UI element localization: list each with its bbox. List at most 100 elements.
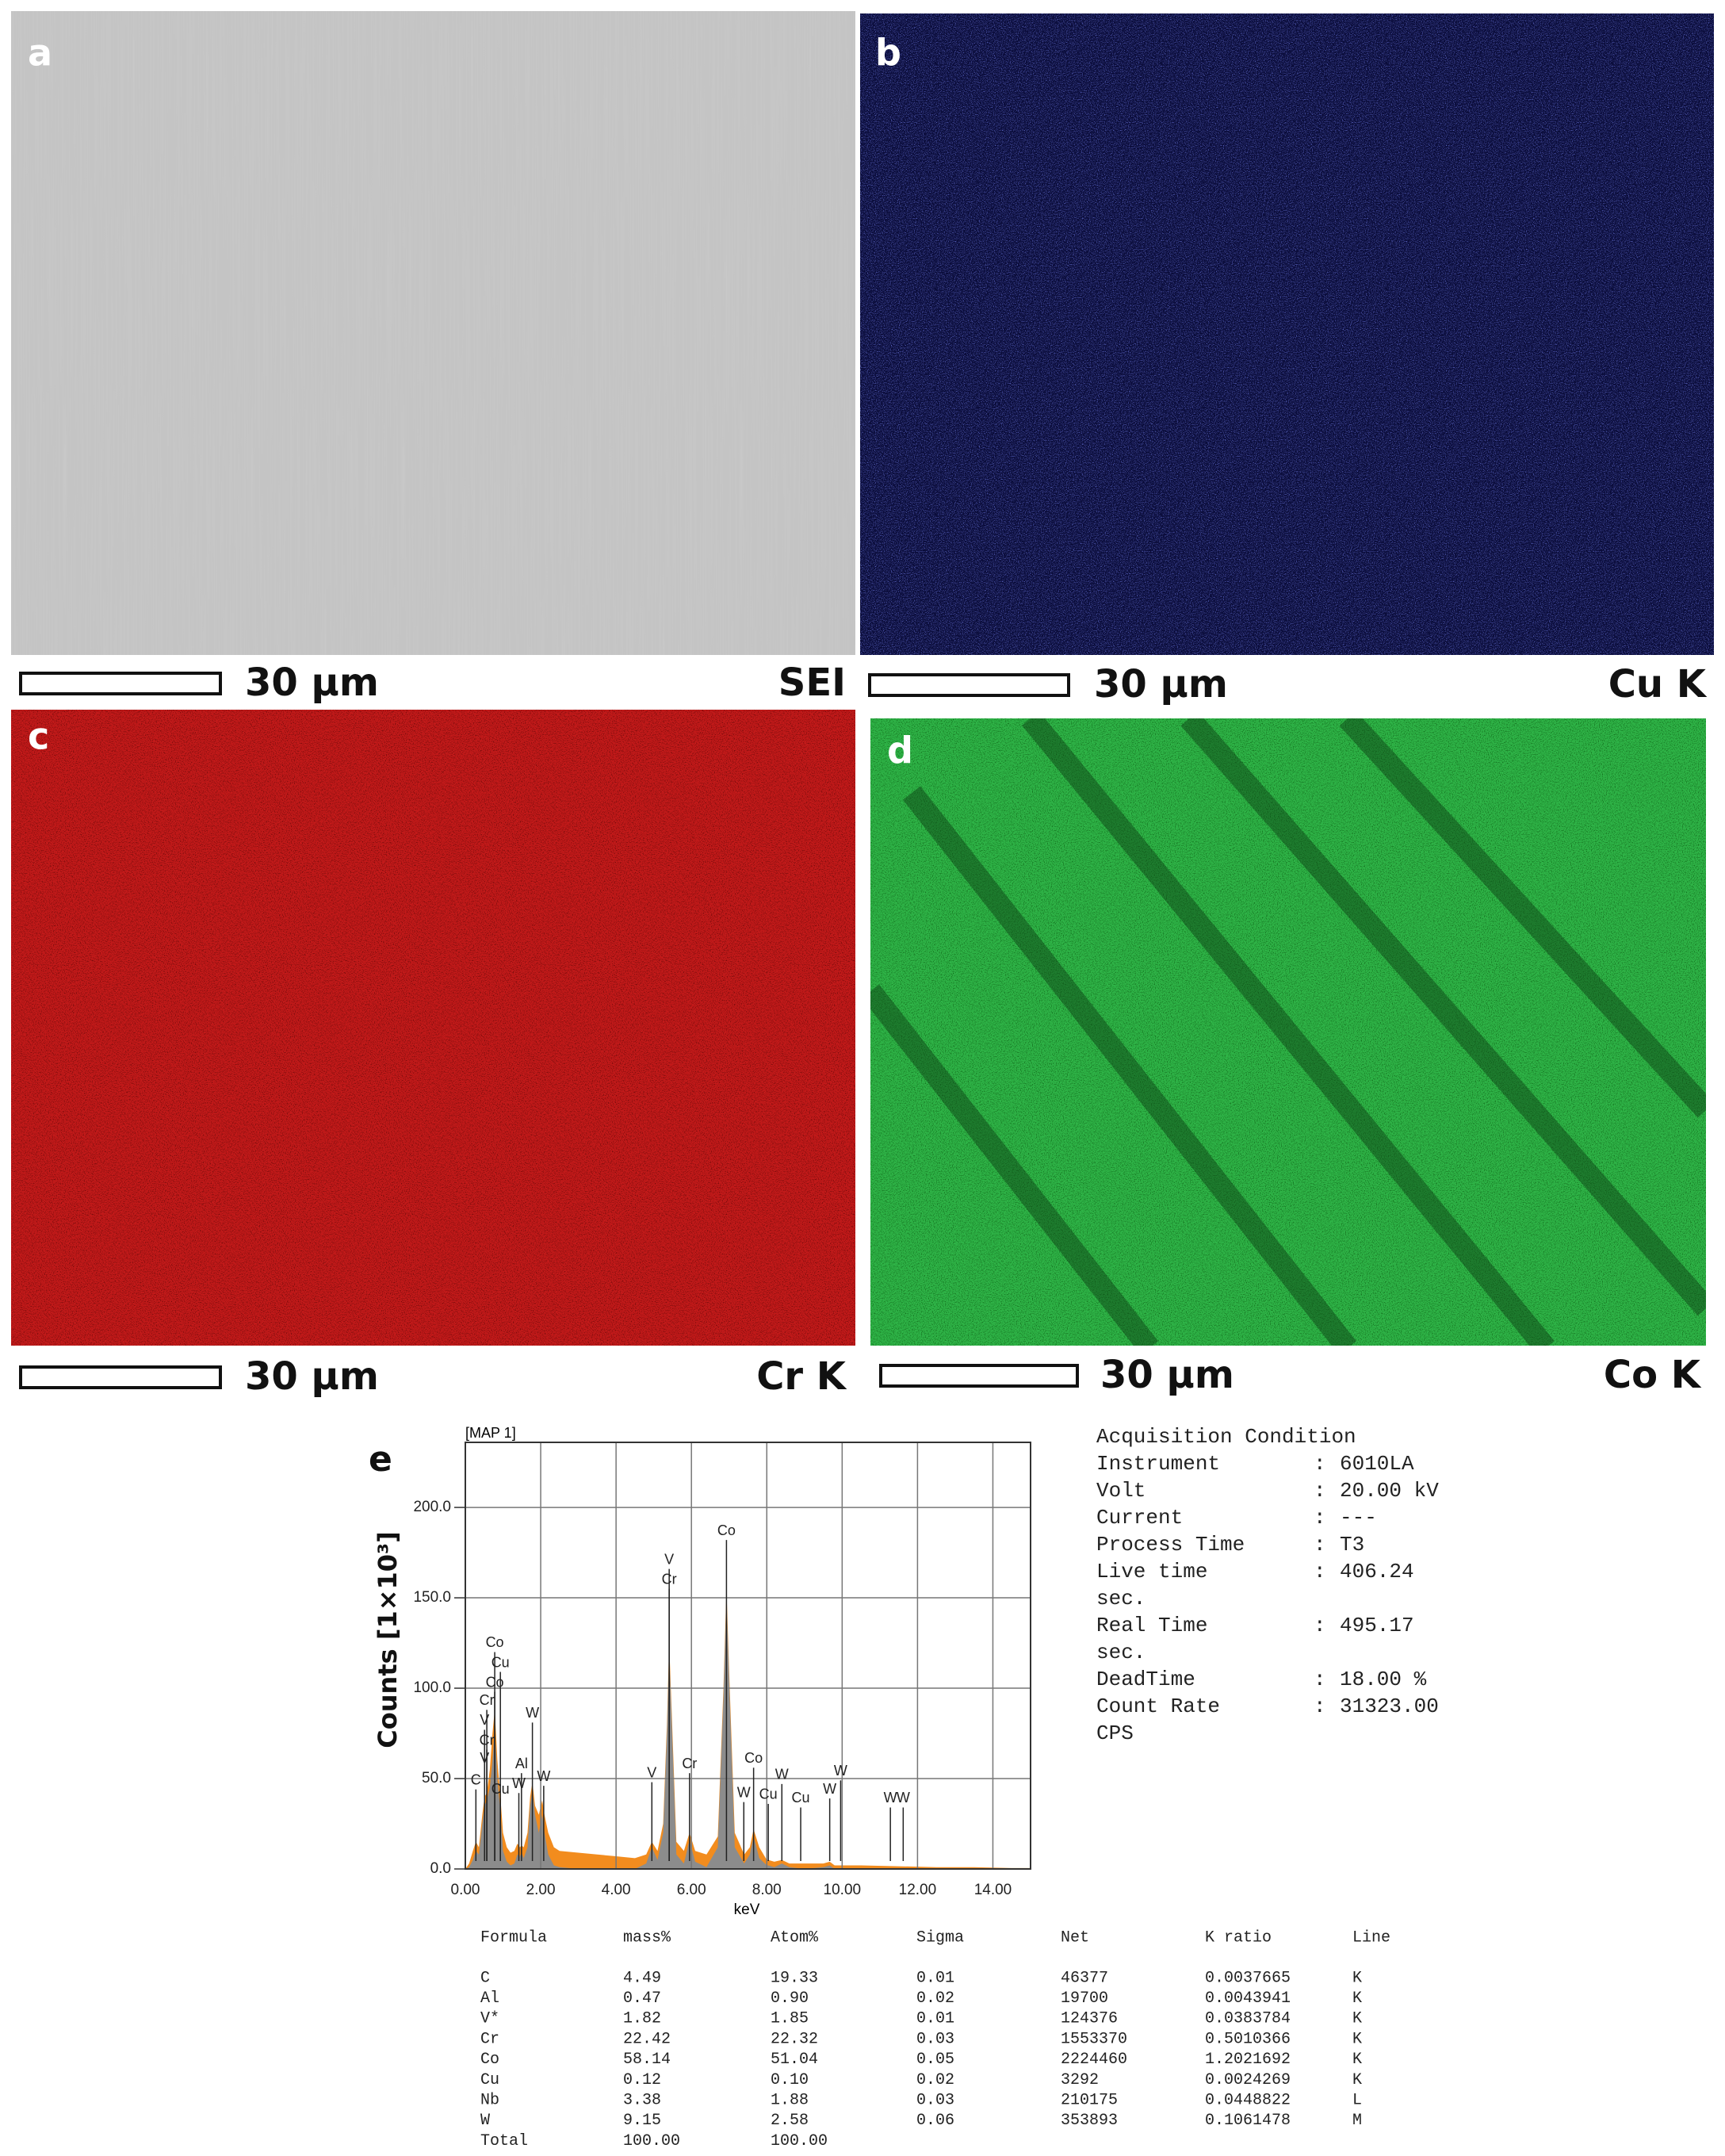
acquisition-cell: 31323.00 bbox=[1340, 1695, 1439, 1718]
table-cell: C bbox=[480, 1969, 490, 1987]
table-cell: 0.5010366 bbox=[1205, 2030, 1291, 2048]
table-cell: 0.12 bbox=[623, 2071, 661, 2089]
acquisition-cell: DeadTime bbox=[1096, 1668, 1195, 1691]
peak-label: C bbox=[471, 1771, 481, 1787]
table-cell: 0.0043941 bbox=[1205, 1989, 1291, 2008]
micrograph-a bbox=[11, 11, 855, 655]
table-cell: 0.06 bbox=[916, 2112, 954, 2130]
table-cell: 0.1061478 bbox=[1205, 2112, 1291, 2130]
table-cell: 0.0448822 bbox=[1205, 2091, 1291, 2109]
scale-label: 30 μm bbox=[245, 661, 379, 705]
table-cell: K bbox=[1352, 2030, 1362, 2048]
acquisition-cell: : bbox=[1314, 1614, 1326, 1637]
x-tick-label: 0.00 bbox=[451, 1882, 480, 1898]
table-cell: 19700 bbox=[1061, 1989, 1108, 2008]
y-tick-label: 200.0 bbox=[413, 1499, 451, 1515]
peak-label: V bbox=[480, 1750, 489, 1766]
y-axis-label: Counts [1×10³] bbox=[373, 1531, 403, 1748]
acquisition-cell: sec. bbox=[1096, 1587, 1146, 1610]
signal-label: Co K bbox=[1604, 1353, 1702, 1397]
table-cell: 0.47 bbox=[623, 1989, 661, 2008]
x-tick-label: 6.00 bbox=[677, 1882, 706, 1898]
acquisition-cell: : bbox=[1314, 1560, 1326, 1583]
table-cell: K bbox=[1352, 1969, 1362, 1987]
micrograph-c bbox=[11, 710, 855, 1346]
scale-label: 30 μm bbox=[1100, 1353, 1234, 1397]
acquisition-cell: : bbox=[1314, 1452, 1326, 1476]
table-header: K ratio bbox=[1205, 1928, 1272, 1947]
plot-frame bbox=[465, 1442, 1031, 1870]
panel-letter: d bbox=[887, 730, 913, 772]
table-cell: Al bbox=[480, 1989, 499, 2008]
y-tick-label: 50.0 bbox=[422, 1770, 451, 1786]
acquisition-cell: Instrument bbox=[1096, 1452, 1220, 1476]
y-tick-label: 0.0 bbox=[430, 1860, 451, 1877]
scale-bar bbox=[868, 673, 1070, 697]
peak-label: Cu bbox=[792, 1790, 810, 1806]
x-tick-label: 4.00 bbox=[602, 1882, 631, 1898]
table-cell: V* bbox=[480, 2010, 499, 2028]
table-cell: Cr bbox=[480, 2030, 499, 2048]
x-tick-label: 8.00 bbox=[752, 1882, 782, 1898]
scale-label: 30 μm bbox=[245, 1354, 379, 1399]
table-cell: 19.33 bbox=[771, 1969, 818, 1987]
table-cell: Cu bbox=[480, 2071, 499, 2089]
x-axis-label: keV bbox=[734, 1901, 760, 1918]
table-cell: 22.42 bbox=[623, 2030, 671, 2048]
table-cell: 0.90 bbox=[771, 1989, 809, 2008]
acquisition-cell: 20.00 kV bbox=[1340, 1479, 1439, 1503]
table-header: Atom% bbox=[771, 1928, 819, 1947]
peak-label: Cu bbox=[491, 1654, 510, 1670]
acquisition-title: Acquisition Condition bbox=[1096, 1425, 1356, 1449]
acquisition-cell: --- bbox=[1340, 1506, 1377, 1530]
acquisition-cell: Live time bbox=[1096, 1560, 1207, 1583]
table-cell: 46377 bbox=[1061, 1969, 1108, 1987]
peak-label: V bbox=[664, 1551, 674, 1567]
table-cell: 1553370 bbox=[1061, 2030, 1127, 2048]
acquisition-cell: 495.17 bbox=[1340, 1614, 1414, 1637]
spectrum-area bbox=[465, 1598, 1031, 1869]
peak-label: Cr bbox=[480, 1692, 495, 1708]
table-cell: 2224460 bbox=[1061, 2051, 1127, 2069]
table-header: mass% bbox=[623, 1928, 671, 1947]
signal-label: SEI bbox=[778, 661, 846, 705]
acquisition-cell: Real Time bbox=[1096, 1614, 1207, 1637]
table-header: Line bbox=[1352, 1928, 1390, 1947]
table-cell: K bbox=[1352, 2010, 1362, 2028]
peak-label: Cr bbox=[662, 1571, 677, 1587]
peak-label: Cr bbox=[480, 1732, 495, 1748]
chart-title: [MAP 1] bbox=[465, 1425, 516, 1441]
table-cell: 1.2021692 bbox=[1205, 2051, 1291, 2069]
table-header: Formula bbox=[480, 1928, 547, 1947]
table-cell: 0.01 bbox=[916, 1969, 954, 1987]
table-cell: 100.00 bbox=[771, 2132, 828, 2150]
table-cell: L bbox=[1352, 2091, 1362, 2109]
table-cell: 22.32 bbox=[771, 2030, 818, 2048]
x-tick-label: 12.00 bbox=[899, 1882, 937, 1898]
table-cell: 9.15 bbox=[623, 2112, 661, 2130]
y-tick-label: 150.0 bbox=[413, 1589, 451, 1606]
table-cell: Nb bbox=[480, 2091, 499, 2109]
peak-label: W bbox=[526, 1705, 539, 1721]
table-cell: 0.03 bbox=[916, 2091, 954, 2109]
table-cell: Co bbox=[480, 2051, 499, 2069]
acquisition-cell: Current bbox=[1096, 1506, 1183, 1530]
peak-label: V bbox=[647, 1764, 656, 1780]
acquisition-cell: Count Rate bbox=[1096, 1695, 1220, 1718]
peak-label: Co bbox=[744, 1750, 763, 1766]
peak-label: W bbox=[897, 1790, 910, 1806]
peak-label: W bbox=[775, 1767, 789, 1783]
peak-label: W bbox=[512, 1775, 526, 1791]
spectrum-area bbox=[465, 1588, 1031, 1869]
peak-label: W bbox=[884, 1790, 897, 1806]
peak-label: Al bbox=[515, 1756, 528, 1771]
micrograph-b bbox=[860, 13, 1714, 655]
acquisition-cell: : bbox=[1314, 1668, 1326, 1691]
table-cell: 0.02 bbox=[916, 1989, 954, 2008]
table-cell: 0.05 bbox=[916, 2051, 954, 2069]
panel-letter: e bbox=[369, 1439, 392, 1480]
table-cell: 1.82 bbox=[623, 2010, 661, 2028]
peak-label: W bbox=[834, 1763, 847, 1779]
x-tick-label: 14.00 bbox=[974, 1882, 1012, 1898]
